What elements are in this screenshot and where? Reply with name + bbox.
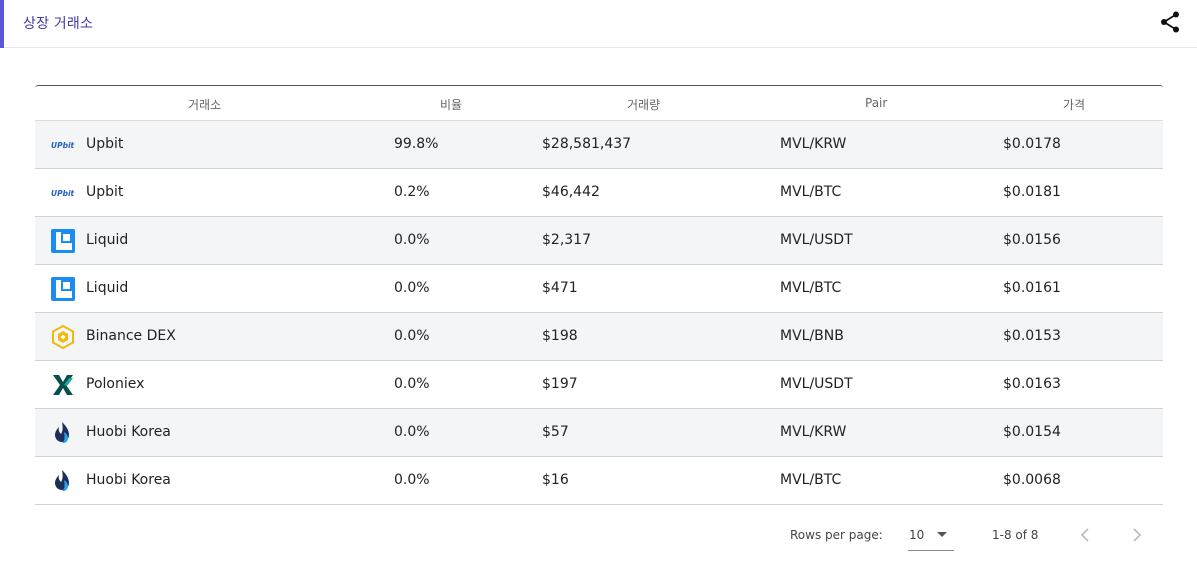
caret-down-icon: [937, 532, 947, 537]
pair-value[interactable]: MVL/BNB: [780, 328, 844, 344]
svg-text:UPbit: UPbit: [51, 189, 75, 198]
price-value: $0.0068: [1003, 472, 1061, 488]
exchange-name[interactable]: Binance DEX: [86, 328, 176, 344]
table-row[interactable]: UPbit Upbit 0.2% $46,442 MVL/BTC $0.0181: [35, 169, 1163, 217]
volume-value: $2,317: [542, 232, 591, 248]
pair-value[interactable]: MVL/BTC: [780, 472, 842, 488]
exchange-name[interactable]: Upbit: [86, 136, 124, 152]
share-icon[interactable]: [1159, 10, 1181, 34]
pagination-range: 1-8 of 8: [992, 528, 1039, 542]
table-row[interactable]: Huobi Korea 0.0% $57 MVL/KRW $0.0154: [35, 409, 1163, 457]
column-header-volume[interactable]: 거래량: [627, 98, 661, 112]
ratio-value: 0.0%: [394, 472, 430, 488]
column-header-price[interactable]: 가격: [1063, 98, 1086, 112]
upbit-logo: UPbit: [51, 133, 75, 157]
table-row[interactable]: Binance DEX 0.0% $198 MVL/BNB $0.0153: [35, 313, 1163, 361]
table-row[interactable]: Liquid 0.0% $471 MVL/BTC $0.0161: [35, 265, 1163, 313]
ratio-value: 0.0%: [394, 424, 430, 440]
volume-value: $57: [542, 424, 569, 440]
pagination: Rows per page: 10 1-8 of 8: [0, 520, 1197, 560]
table-header: 거래소 비율 거래량 Pair 가격: [35, 86, 1163, 121]
huobi-korea-logo: [51, 421, 75, 445]
page-header: 상장 거래소: [0, 0, 1197, 48]
column-header-ratio[interactable]: 비율: [440, 98, 463, 112]
upbit-logo: UPbit: [51, 181, 75, 205]
price-value: $0.0161: [1003, 280, 1061, 296]
volume-value: $197: [542, 376, 578, 392]
header-accent-bar: [0, 0, 4, 48]
volume-value: $471: [542, 280, 578, 296]
price-value: $0.0153: [1003, 328, 1061, 344]
poloniex-logo: [51, 373, 75, 397]
ratio-value: 0.0%: [394, 232, 430, 248]
ratio-value: 0.0%: [394, 328, 430, 344]
price-value: $0.0163: [1003, 376, 1061, 392]
huobi-korea-logo: [51, 469, 75, 493]
price-value: $0.0181: [1003, 184, 1061, 200]
ratio-value: 0.0%: [394, 280, 430, 296]
rows-per-page-select[interactable]: 10: [908, 520, 954, 551]
table-row[interactable]: Liquid 0.0% $2,317 MVL/USDT $0.0156: [35, 217, 1163, 265]
table-row[interactable]: Poloniex 0.0% $197 MVL/USDT $0.0163: [35, 361, 1163, 409]
exchange-name[interactable]: Huobi Korea: [86, 472, 171, 488]
rows-per-page-value: 10: [909, 528, 925, 542]
svg-text:UPbit: UPbit: [51, 141, 75, 150]
volume-value: $198: [542, 328, 578, 344]
exchange-name[interactable]: Huobi Korea: [86, 424, 171, 440]
liquid-logo: [51, 277, 75, 301]
chevron-left-icon[interactable]: [1076, 525, 1096, 545]
ratio-value: 0.2%: [394, 184, 430, 200]
exchange-name[interactable]: Poloniex: [86, 376, 145, 392]
page-title: 상장 거래소: [23, 16, 94, 32]
pair-value[interactable]: MVL/KRW: [780, 136, 847, 152]
exchange-table: 거래소 비율 거래량 Pair 가격 UPbit Upbit 99.8% $28,58…: [35, 85, 1163, 505]
pair-value[interactable]: MVL/BTC: [780, 184, 842, 200]
column-header-pair[interactable]: Pair: [865, 96, 888, 110]
pair-value[interactable]: MVL/USDT: [780, 376, 853, 392]
pair-value[interactable]: MVL/USDT: [780, 232, 853, 248]
column-header-exchange[interactable]: 거래소: [188, 98, 222, 112]
price-value: $0.0178: [1003, 136, 1061, 152]
liquid-logo: [51, 229, 75, 253]
rows-per-page-label: Rows per page:: [790, 528, 883, 542]
pair-value[interactable]: MVL/BTC: [780, 280, 842, 296]
price-value: $0.0156: [1003, 232, 1061, 248]
price-value: $0.0154: [1003, 424, 1061, 440]
volume-value: $16: [542, 472, 569, 488]
chevron-right-icon[interactable]: [1126, 525, 1146, 545]
exchange-name[interactable]: Liquid: [86, 232, 129, 248]
exchange-name[interactable]: Liquid: [86, 280, 129, 296]
binance-dex-logo: [51, 324, 75, 350]
table-row[interactable]: Huobi Korea 0.0% $16 MVL/BTC $0.0068: [35, 457, 1163, 505]
ratio-value: 99.8%: [394, 136, 439, 152]
table-body: UPbit Upbit 99.8% $28,581,437 MVL/KRW $0.0178…: [35, 121, 1163, 505]
exchange-name[interactable]: Upbit: [86, 184, 124, 200]
table-row[interactable]: UPbit Upbit 99.8% $28,581,437 MVL/KRW $0.0178: [35, 121, 1163, 169]
volume-value: $28,581,437: [542, 136, 632, 152]
ratio-value: 0.0%: [394, 376, 430, 392]
pair-value[interactable]: MVL/KRW: [780, 424, 847, 440]
volume-value: $46,442: [542, 184, 600, 200]
